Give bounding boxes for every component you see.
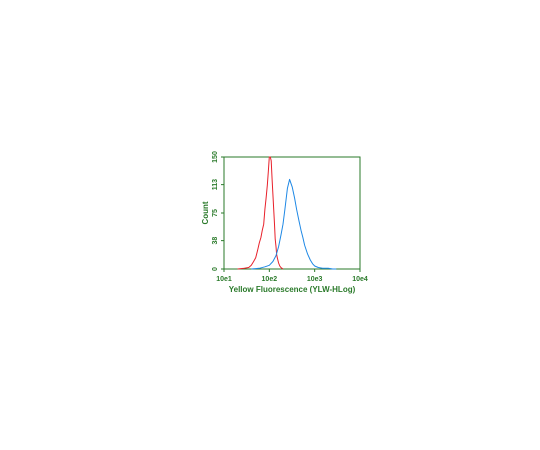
x-tick-label: 10e2 xyxy=(262,276,278,283)
x-tick-label: 10e1 xyxy=(216,276,232,283)
y-tick-label: 113 xyxy=(212,179,219,190)
y-tick-label: 150 xyxy=(212,151,219,163)
series-layer xyxy=(237,156,337,270)
y-axis-label: Count xyxy=(201,201,210,224)
y-tick-label: 75 xyxy=(212,209,219,217)
x-tick-label: 10e4 xyxy=(352,276,368,283)
y-tick-label: 38 xyxy=(212,237,219,245)
x-axis-label: Yellow Fluorescence (YLW-HLog) xyxy=(229,285,356,294)
series-line-1 xyxy=(237,156,284,270)
y-tick-label: 0 xyxy=(212,267,219,271)
series-line-2 xyxy=(251,178,337,270)
plot-frame xyxy=(223,156,361,270)
x-tick-label: 10e3 xyxy=(307,276,323,283)
tick-layer: 10e1 10e2 10e3 10e4 0 38 75 113 150 xyxy=(212,151,368,283)
